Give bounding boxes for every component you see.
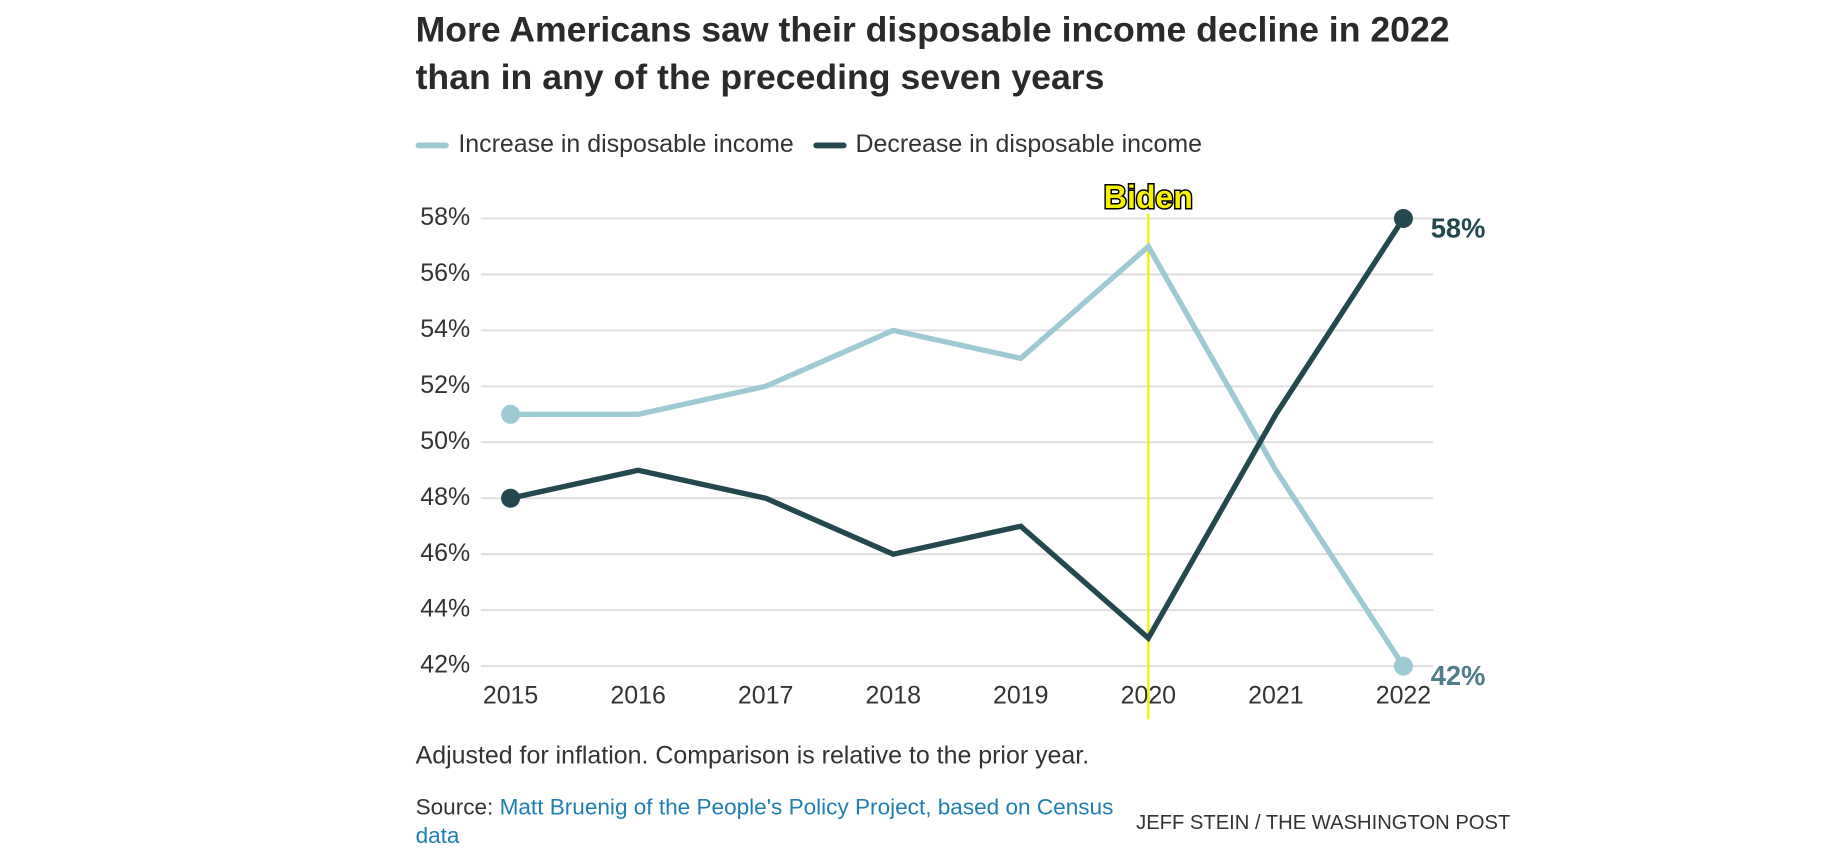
legend: Increase in disposable income Decrease in…	[415, 130, 1202, 159]
y-tick-label: 52%	[420, 371, 470, 399]
source-label: Source:	[415, 795, 494, 821]
legend-label: Decrease in disposable income	[855, 130, 1202, 158]
source: Source: Matt Bruenig of the People's Pol…	[416, 794, 1128, 851]
y-tick-label: 42%	[420, 651, 470, 679]
y-tick-label: 48%	[420, 483, 470, 511]
legend-swatch	[812, 141, 846, 148]
series-line	[509, 217, 1406, 643]
y-tick-label: 58%	[420, 203, 470, 231]
source-link[interactable]: Matt Bruenig of the People's Policy Proj…	[415, 795, 1114, 849]
chart-title: More Americans saw their disposable inco…	[415, 10, 1450, 98]
end-point	[1393, 656, 1413, 676]
value-label: 58%	[1431, 213, 1486, 244]
x-tick-label: 2022	[1376, 682, 1431, 710]
end-point	[1393, 208, 1413, 228]
y-tick-label: 56%	[420, 259, 470, 287]
y-tick-label: 50%	[420, 427, 470, 455]
end-point	[501, 404, 521, 424]
value-label: 42%	[1431, 660, 1486, 691]
x-tick-label: 2021	[1248, 682, 1303, 710]
y-tick-label: 44%	[420, 595, 470, 623]
legend-item: Decrease in disposable income	[812, 130, 1202, 159]
y-tick-label: 46%	[420, 539, 470, 567]
x-tick-label: 2017	[738, 682, 793, 710]
credit: JEFF STEIN / THE WASHINGTON POST	[1136, 810, 1511, 834]
y-tick-label: 54%	[420, 315, 470, 343]
legend-label: Increase in disposable income	[458, 130, 794, 158]
x-tick-label: 2019	[993, 682, 1048, 710]
end-point	[501, 488, 521, 508]
legend-item: Increase in disposable income	[415, 130, 794, 159]
x-tick-label: 2018	[865, 682, 920, 710]
x-tick-label: 2015	[483, 682, 538, 710]
note: Adjusted for inflation. Comparison is re…	[415, 742, 1090, 770]
legend-swatch	[415, 141, 449, 148]
series-line	[510, 242, 1406, 668]
annotation-label: Biden	[1104, 179, 1193, 215]
x-tick-label: 2016	[610, 682, 665, 710]
